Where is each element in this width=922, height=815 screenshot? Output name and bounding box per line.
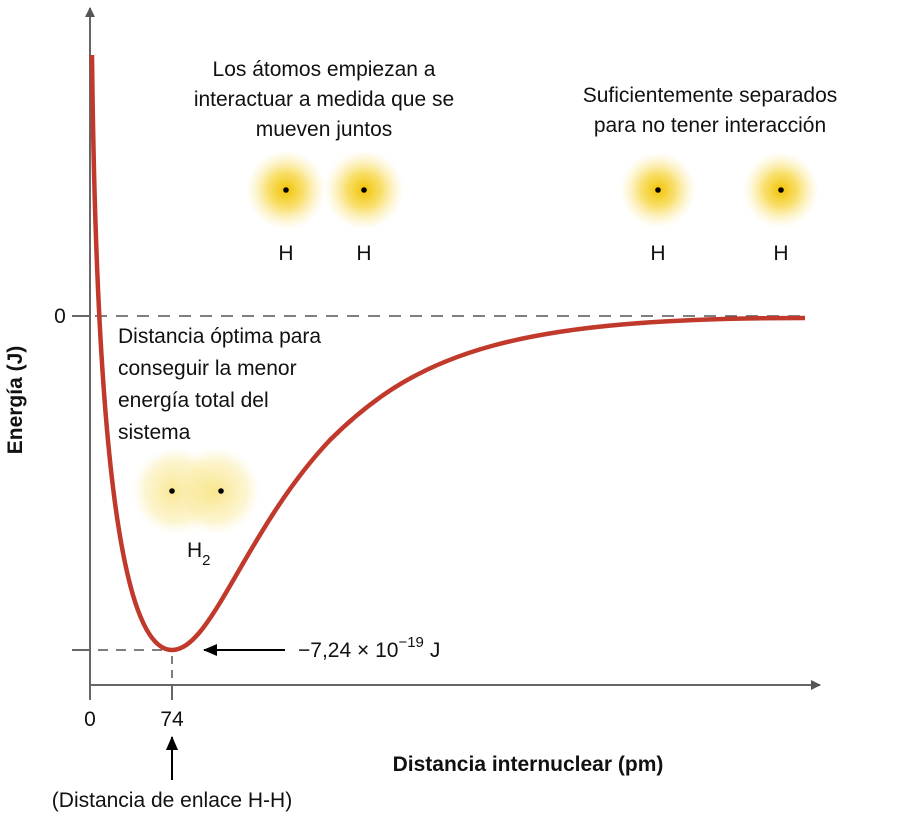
annotation: interactuar a medida que se <box>194 88 454 111</box>
nucleus <box>361 187 367 193</box>
atom-label: H <box>650 242 665 265</box>
annotation: Los átomos empiezan a <box>213 58 436 81</box>
annotation: sistema <box>118 421 191 444</box>
nucleus <box>218 488 224 494</box>
atom-label: H <box>356 242 371 265</box>
molecule-cloud <box>172 447 260 535</box>
nucleus <box>778 187 784 193</box>
annotation: Distancia óptima para <box>118 325 321 348</box>
bond-length-note: (Distancia de enlace H-H) <box>52 789 292 812</box>
molecule-label: H2 <box>187 539 211 569</box>
mantissa: −7,24 × 10 <box>298 639 398 662</box>
unit: J <box>430 639 441 662</box>
annotation: para no tener interacción <box>594 114 826 137</box>
nucleus <box>169 488 175 494</box>
minimum-label: −7,24 × 10−19 J <box>298 634 440 662</box>
annotation: energía total del <box>118 389 269 412</box>
x-tick-label: 74 <box>160 708 184 731</box>
x-axis-label: Distancia internuclear (pm) <box>393 753 664 776</box>
annotation: Suficientemente separados <box>583 84 838 107</box>
nucleus <box>655 187 661 193</box>
y-tick-label: 0 <box>54 305 66 328</box>
symbol: H <box>187 539 202 562</box>
subscript: 2 <box>202 552 210 569</box>
atom-label: H <box>278 242 293 265</box>
energy-curve <box>89 54 806 653</box>
annotation: conseguir la menor <box>118 357 297 380</box>
nucleus <box>283 187 289 193</box>
x-tick-label: 0 <box>84 708 96 731</box>
exponent: −19 <box>398 634 423 651</box>
y-axis-label: Energía (J) <box>4 346 27 455</box>
annotation: mueven juntos <box>256 118 393 141</box>
atom-label: H <box>773 242 788 265</box>
